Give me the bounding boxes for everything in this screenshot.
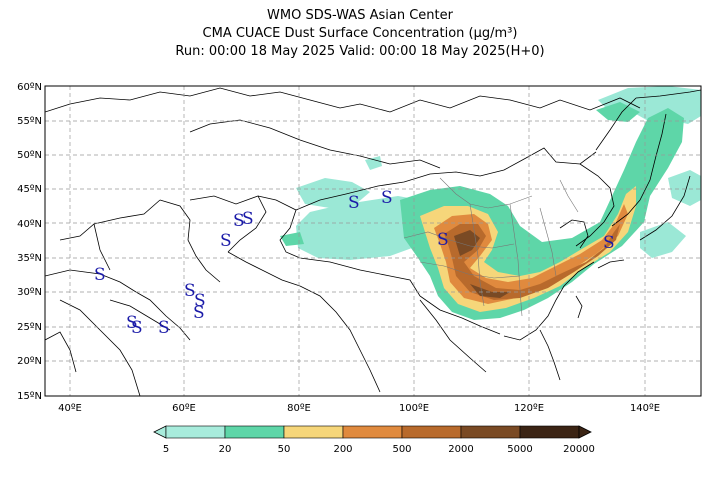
title-line-2: CMA CUACE Dust Surface Concentration (μg… — [202, 26, 518, 41]
storm-marker: S — [233, 211, 245, 231]
dust-layer-2000-5000 — [454, 230, 510, 298]
colorbar-label: 200 — [333, 444, 352, 455]
lat-label: 60ºN — [17, 82, 42, 93]
storm-marker: S — [193, 303, 205, 323]
colorbar-label: 5 — [163, 444, 169, 455]
lat-label: 30ºN — [17, 287, 42, 298]
title-line-1: WMO SDS-WAS Asian Center — [267, 8, 453, 23]
colorbar-label: 20000 — [563, 444, 595, 455]
lat-label: 45ºN — [17, 184, 42, 195]
lat-label: 35ºN — [17, 253, 42, 264]
colorbar-label: 5000 — [507, 444, 532, 455]
storm-marker: S — [603, 233, 615, 253]
province-borders — [403, 177, 579, 317]
lat-label: 55ºN — [17, 116, 42, 127]
storm-marker: S — [94, 265, 106, 285]
lat-label: 25ºN — [17, 322, 42, 333]
title-line-3: Run: 00:00 18 May 2025 Valid: 00:00 18 M… — [175, 44, 545, 59]
dust-storm-markers: S S S S S S S S S S S S S S — [94, 188, 615, 338]
storm-marker: S — [381, 188, 393, 208]
colorbar-label: 50 — [278, 444, 291, 455]
storm-marker: S — [194, 291, 206, 311]
lon-label: 120ºE — [514, 403, 544, 414]
lon-label: 80ºE — [287, 403, 311, 414]
lon-label: 60ºE — [172, 403, 196, 414]
country-borders — [45, 87, 701, 396]
lat-label: 20ºN — [17, 356, 42, 367]
colorbar: 5 20 50 200 500 2000 5000 20000 — [153, 425, 595, 455]
colorbar-segment — [460, 425, 521, 439]
storm-marker: S — [184, 281, 196, 301]
colorbar-label: 20 — [219, 444, 232, 455]
map-frame — [44, 85, 702, 397]
storm-marker: S — [158, 318, 170, 338]
dust-layer-5-20 — [296, 86, 701, 260]
colorbar-right-arrow — [578, 425, 592, 439]
colorbar-label: 2000 — [448, 444, 473, 455]
dust-layer-500-2000 — [444, 224, 620, 300]
lon-labels: 40ºE 60ºE 80ºE 100ºE 120ºE 140ºE — [58, 403, 660, 414]
storm-marker: S — [220, 231, 232, 251]
lon-gridlines — [69, 86, 646, 396]
lat-label: 40ºN — [17, 219, 42, 230]
lon-label: 100ºE — [399, 403, 429, 414]
lat-label: 15ºN — [17, 391, 42, 402]
colorbar-segment — [401, 425, 462, 439]
colorbar-segment — [519, 425, 580, 439]
colorbar-label: 500 — [392, 444, 411, 455]
storm-marker: S — [348, 193, 360, 213]
colorbar-segment — [342, 425, 403, 439]
colorbar-left-arrow — [153, 425, 167, 439]
lat-labels: 60ºN 55ºN 50ºN 45ºN 40ºN 35ºN 30ºN 25ºN … — [17, 82, 42, 402]
colorbar-segment — [283, 425, 344, 439]
storm-marker: S — [131, 318, 143, 338]
lat-label: 50ºN — [17, 150, 42, 161]
lon-label: 40ºE — [58, 403, 82, 414]
colorbar-segment — [224, 425, 285, 439]
storm-marker: S — [242, 209, 254, 229]
lon-label: 140ºE — [630, 403, 660, 414]
lat-gridlines — [45, 120, 701, 362]
storm-marker: S — [437, 230, 449, 250]
colorbar-segment — [165, 425, 226, 439]
storm-marker: S — [126, 313, 138, 333]
dust-layer-200-500 — [434, 204, 628, 304]
